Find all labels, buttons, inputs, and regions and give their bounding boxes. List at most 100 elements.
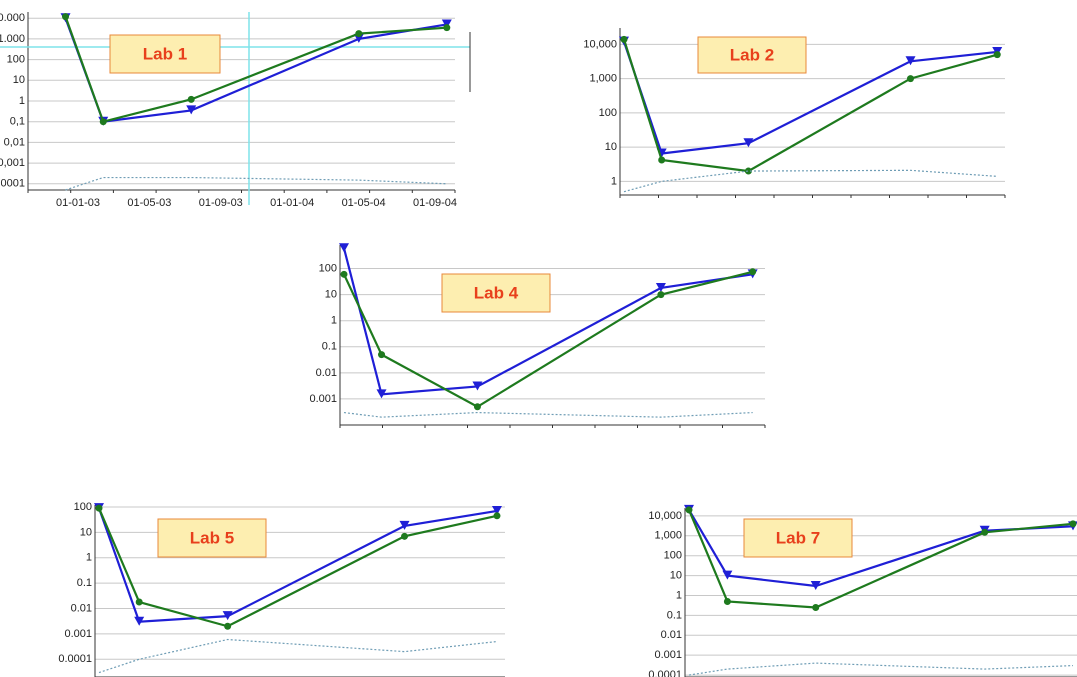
annotation: Lab 5 (190, 528, 234, 547)
y-tick-label: 1,000 (654, 530, 682, 542)
annotation-box (109, 34, 221, 74)
series-line (688, 662, 1074, 676)
y-tick-label: 10 (325, 289, 337, 301)
marker (222, 611, 233, 621)
y-tick-label: 10,000 (648, 510, 682, 522)
marker (443, 24, 451, 32)
marker (62, 13, 70, 21)
series-line (623, 169, 998, 193)
y-tick-label: 100 (599, 107, 617, 119)
marker (473, 403, 481, 411)
marker (99, 118, 107, 126)
y-tick-label: 0,0001 (0, 178, 25, 190)
y-tick-label: 1 (86, 552, 92, 564)
y-tick-label: 10 (670, 570, 682, 582)
x-tick-label: 01-09-03 (199, 197, 243, 209)
y-tick-label: 10.000 (0, 12, 25, 24)
y-tick-label: 0.001 (654, 649, 682, 661)
marker (186, 105, 197, 115)
annotation-box (441, 273, 551, 313)
y-tick-label: 1,000 (589, 73, 617, 85)
y-tick-label: 1 (331, 315, 337, 327)
y-tick-label: 10 (605, 141, 617, 153)
chart: 10.000 1.000 100 10 1 0,1 0,01 0,001 0,0001 01-01… (0, 12, 471, 209)
y-tick-label: 1 (19, 95, 25, 107)
marker (749, 268, 757, 276)
y-tick-label: 0.1 (77, 577, 92, 589)
marker (1069, 520, 1077, 528)
chart: 10,000 1,000 100 10 1 Lab 2 (583, 28, 1006, 198)
marker (355, 30, 363, 38)
y-tick-label: 1 (611, 175, 617, 187)
marker (907, 75, 915, 83)
y-tick-label: 0.01 (661, 629, 682, 641)
annotation: Lab 4 (474, 283, 519, 302)
y-tick-label: 0.01 (316, 367, 337, 379)
y-tick-label: 0,1 (10, 116, 25, 128)
y-tick-label: 100 (7, 54, 25, 66)
annotation: Lab 1 (143, 44, 187, 63)
marker (685, 506, 693, 514)
marker (493, 512, 501, 520)
marker (187, 95, 195, 103)
x-tick-label: 01-05-04 (342, 197, 386, 209)
marker (135, 598, 143, 606)
annotation-box (697, 36, 807, 74)
marker (340, 270, 348, 278)
marker (378, 351, 386, 359)
y-tick-label: 0.0001 (648, 669, 682, 677)
marker (657, 291, 665, 299)
marker (224, 622, 232, 630)
y-tick-label: 1.000 (0, 33, 25, 45)
marker (812, 603, 820, 611)
series-line (98, 638, 498, 674)
y-tick-label: 0.1 (667, 609, 682, 621)
marker (339, 243, 349, 253)
y-tick-label: 0,01 (4, 136, 25, 148)
series-line (343, 411, 753, 418)
marker (95, 504, 103, 512)
marker (620, 35, 628, 43)
marker (993, 51, 1001, 59)
annotation: Lab 2 (730, 45, 774, 64)
y-tick-label: 100 (319, 262, 337, 274)
marker (472, 381, 483, 391)
y-tick-label: 0.1 (322, 341, 337, 353)
chart: 10,000 1,000 100 10 1 0.1 0.01 0.001 0.0001 Lab 7 (648, 504, 1077, 677)
annotation: Lab 7 (776, 528, 820, 547)
marker (722, 570, 733, 580)
x-tick-label: 01-01-03 (56, 197, 100, 209)
marker (401, 532, 409, 540)
marker (658, 156, 666, 164)
y-tick-label: 10 (80, 526, 92, 538)
y-tick-label: 10 (13, 74, 25, 86)
marker (441, 19, 452, 29)
marker (655, 282, 666, 292)
y-tick-label: 0.01 (71, 602, 92, 614)
marker (134, 616, 145, 626)
x-tick-label: 01-09-04 (413, 197, 457, 209)
marker (353, 33, 364, 43)
annotation-box (157, 518, 267, 558)
marker (743, 138, 754, 148)
y-tick-label: 0.001 (64, 628, 92, 640)
x-tick-label: 01-01-04 (270, 197, 314, 209)
marker (491, 505, 502, 515)
x-tick-label: 01-05-03 (127, 197, 171, 209)
marker (399, 520, 410, 530)
annotation-box (743, 518, 853, 558)
marker (810, 581, 821, 591)
y-tick-label: 100 (664, 550, 682, 562)
y-tick-label: 0.001 (309, 393, 337, 405)
marker (723, 597, 731, 605)
y-tick-label: 0.0001 (58, 653, 92, 665)
marker (981, 528, 989, 536)
series-line (65, 176, 447, 191)
marker (744, 167, 752, 175)
chart: 100 10 1 0.1 0.01 0.001 Lab 4 (309, 243, 766, 428)
marker (905, 56, 916, 66)
marker (376, 389, 387, 399)
y-tick-label: 1 (676, 589, 682, 601)
chart: 100 10 1 0.1 0.01 0.001 0.0001 Lab 5 (58, 501, 505, 677)
